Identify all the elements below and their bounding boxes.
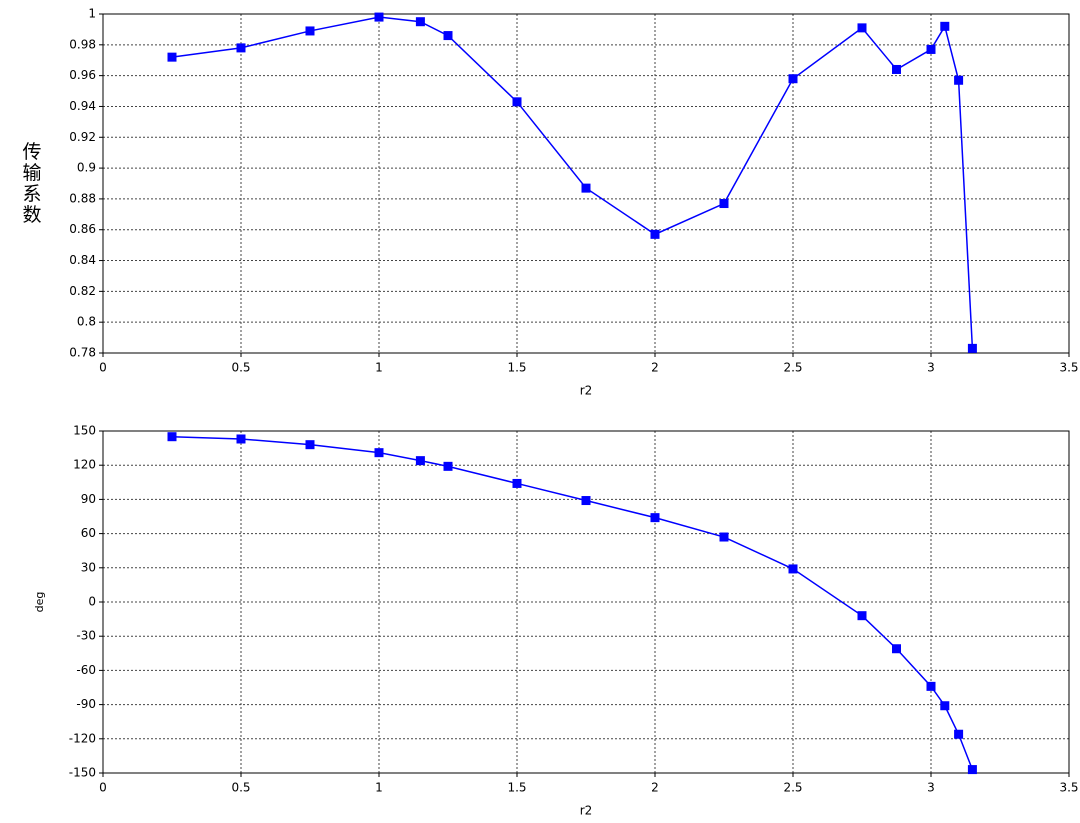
chart: 0 0.5 1 1.5 2 2.5 3 3.5 -150 -120 -90 -60 -30 0 30 60 90…: [33, 424, 1079, 818]
data-point: [954, 75, 964, 85]
y-tick-label: 150: [73, 424, 96, 438]
y-tick-label: 0.96: [69, 68, 96, 82]
data-point: [443, 31, 453, 41]
y-tick-label: 120: [73, 458, 96, 472]
x-tick-label: 2.5: [783, 361, 802, 375]
data-point: [926, 44, 936, 54]
x-tick-label: 0: [99, 781, 107, 795]
y-tick-label: 0.92: [69, 130, 96, 144]
data-point: [892, 64, 901, 74]
data-point: [967, 765, 977, 775]
y-tick-label: 0.98: [69, 37, 96, 51]
x-tick-label: 0.5: [231, 361, 250, 375]
data-point: [305, 26, 315, 36]
data-point: [857, 611, 867, 621]
data-point: [650, 229, 660, 239]
x-tick-label: 0: [99, 361, 107, 375]
data-point: [857, 23, 867, 33]
y-tick-label: 0.86: [69, 222, 96, 236]
x-tick-label: 3: [927, 361, 935, 375]
data-point: [940, 21, 950, 31]
data-point: [954, 729, 964, 739]
y-tick-label: -60: [76, 663, 96, 677]
data-point: [415, 456, 425, 466]
y-tick-label: 0.8: [77, 315, 96, 329]
y-tick-label: 0.84: [69, 253, 96, 267]
y-tick-label: 0.94: [69, 99, 96, 113]
y-tick-label: 1: [88, 7, 96, 21]
y-tick-label: 0.9: [77, 161, 96, 175]
x-tick-label: 2: [651, 781, 659, 795]
x-axis-label: r2: [580, 384, 593, 398]
x-tick-label: 3.5: [1059, 781, 1078, 795]
data-point: [374, 12, 384, 22]
x-tick-label: 2.5: [783, 781, 802, 795]
x-tick-label: 1: [375, 781, 383, 795]
y-tick-label: -120: [69, 731, 96, 745]
x-tick-label: 0.5: [231, 781, 250, 795]
data-point: [512, 478, 522, 488]
y-axis-label: 传输系数: [20, 141, 42, 225]
y-tick-label: 0.88: [69, 191, 96, 205]
y-tick-label: -90: [76, 697, 96, 711]
y-tick-label: -150: [69, 766, 96, 780]
plot-frame: [102, 430, 1070, 774]
y-tick-label: 90: [81, 492, 96, 506]
data-point: [926, 681, 936, 691]
data-point: [788, 564, 798, 574]
data-point: [719, 199, 729, 209]
data-point: [167, 52, 177, 62]
data-point: [443, 461, 453, 471]
data-point: [719, 532, 729, 542]
plot-area: [103, 14, 1069, 353]
y-tick-label: -30: [76, 629, 96, 643]
x-tick-label: 1.5: [507, 361, 526, 375]
data-point: [512, 97, 522, 107]
y-tick-label: 60: [81, 526, 96, 540]
data-point: [236, 434, 246, 444]
y-tick-label: 0.78: [69, 346, 96, 360]
y-tick-label: 0.82: [69, 284, 96, 298]
chart: 0 0.5 1 1.5 2 2.5 3 3.5 0.78 0.8 0.82 0.84 0.86 0.88 0…: [20, 7, 1079, 398]
data-point: [788, 74, 798, 84]
data-point: [581, 183, 591, 193]
x-axis-label: r2: [580, 804, 593, 818]
data-point: [892, 644, 901, 654]
data-point: [236, 43, 246, 53]
x-tick-label: 2: [651, 361, 659, 375]
y-tick-label: 30: [81, 560, 96, 574]
data-point: [374, 448, 384, 458]
x-tick-label: 3: [927, 781, 935, 795]
data-point: [650, 513, 660, 523]
x-tick-label: 3.5: [1059, 361, 1078, 375]
data-point: [415, 17, 425, 27]
data-point: [305, 440, 315, 450]
plot-frame: [102, 13, 1070, 354]
y-tick-label: 0: [88, 595, 96, 609]
x-tick-label: 1.5: [507, 781, 526, 795]
data-point: [167, 432, 177, 442]
data-point: [581, 496, 591, 506]
data-point: [940, 701, 950, 711]
data-point: [967, 343, 977, 353]
x-tick-label: 1: [375, 361, 383, 375]
y-axis-label: deg: [33, 592, 46, 613]
